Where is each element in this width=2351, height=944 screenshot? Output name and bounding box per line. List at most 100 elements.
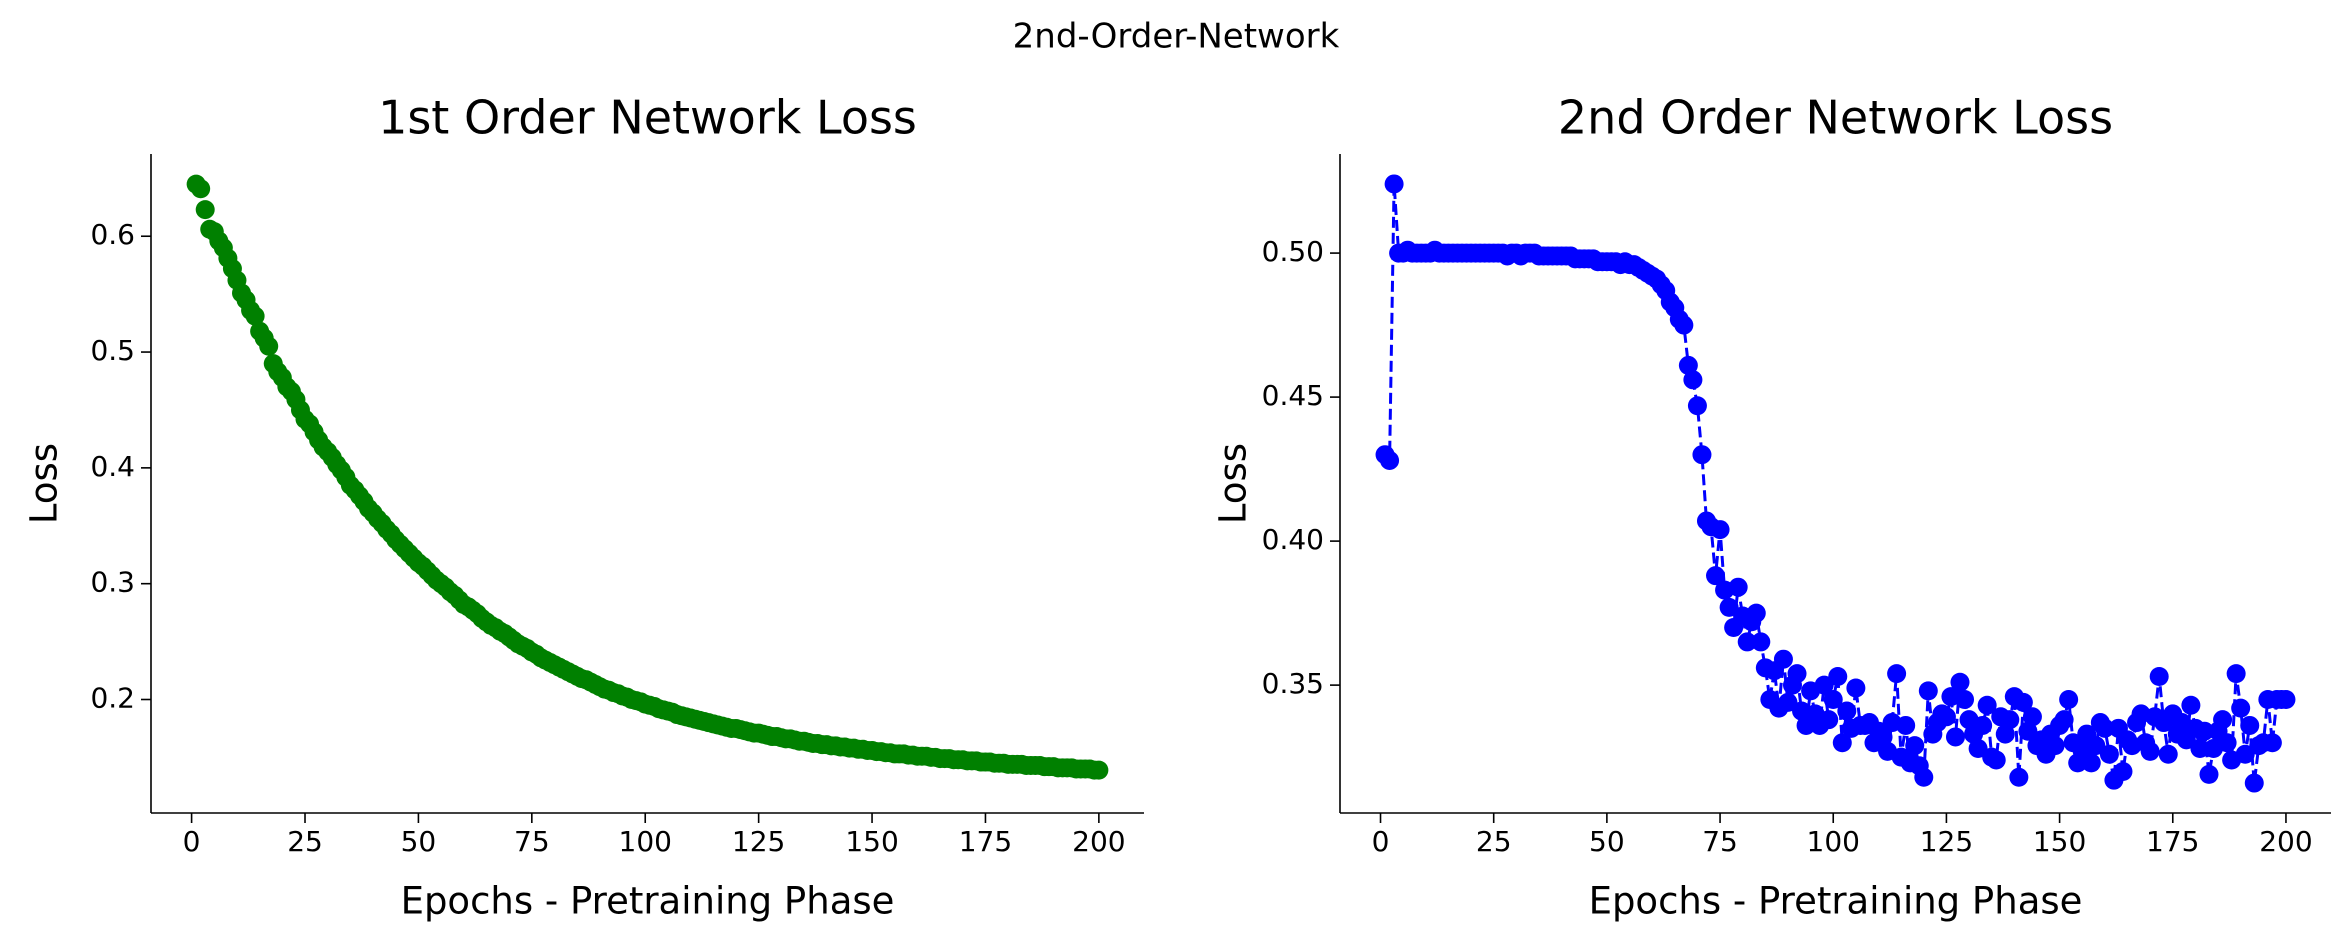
data-point	[2022, 707, 2042, 727]
data-point	[2217, 733, 2237, 753]
data-point	[2194, 721, 2214, 741]
data-point	[1995, 724, 2015, 744]
x-tick-label: 125	[1920, 825, 1973, 858]
x-tick-label: 175	[2146, 825, 2199, 858]
data-point	[2226, 664, 2246, 684]
data-point	[1986, 750, 2006, 770]
data-point	[1778, 692, 1798, 712]
x-tick-label: 0	[183, 825, 201, 858]
data-point	[191, 179, 211, 199]
data-point	[2235, 744, 2255, 764]
data-point	[2099, 744, 2119, 764]
data-point	[1089, 760, 1109, 780]
data-point	[1728, 577, 1748, 597]
x-tick-label: 200	[1072, 825, 1125, 858]
y-tick-label: 0.40	[1262, 523, 1324, 556]
data-point	[2213, 710, 2233, 730]
x-axis-label: Epochs - Pretraining Phase	[401, 880, 895, 923]
y-axis-label: Loss	[1212, 443, 1255, 524]
data-point	[2149, 666, 2169, 686]
data-point	[1787, 664, 1807, 684]
data-point	[2244, 773, 2264, 793]
subplot: 1st Order Network Loss Epochs - Pretraini…	[23, 91, 1144, 923]
data-point	[2009, 767, 2029, 787]
data-point	[1887, 664, 1907, 684]
y-tick-label: 0.5	[90, 334, 135, 367]
data-point	[1918, 681, 1938, 701]
x-tick-label: 50	[401, 825, 437, 858]
data-point	[2190, 738, 2210, 758]
data-point	[259, 336, 279, 356]
x-axis-label: Epochs - Pretraining Phase	[1589, 880, 2083, 923]
y-axis-label: Loss	[23, 443, 66, 524]
data-point	[2095, 718, 2115, 738]
data-point	[1687, 396, 1707, 416]
x-tick-label: 25	[1476, 825, 1512, 858]
data-point	[1751, 632, 1771, 652]
data-point	[1914, 767, 1934, 787]
data-point	[2240, 715, 2260, 735]
data-point	[1936, 707, 1956, 727]
data-point	[1706, 566, 1726, 586]
data-point	[2059, 690, 2079, 710]
data-point	[1968, 738, 1988, 758]
data-point	[1873, 727, 1893, 747]
data-point	[2013, 692, 2033, 712]
data-point	[1819, 710, 1839, 730]
data-point	[1384, 174, 1404, 194]
data-point	[2045, 736, 2065, 756]
data-point	[1683, 370, 1703, 390]
x-tick-label: 100	[619, 825, 672, 858]
data-point	[2000, 710, 2020, 730]
data-point	[1945, 727, 1965, 747]
data-point	[1905, 736, 1925, 756]
x-tick-label: 100	[1807, 825, 1860, 858]
data-point	[1837, 701, 1857, 721]
data-point	[1814, 675, 1834, 695]
y-tick-label: 0.35	[1262, 667, 1324, 700]
data-point	[2081, 753, 2101, 773]
data-point	[1674, 315, 1694, 335]
data-point	[1773, 649, 1793, 669]
x-tick-label: 0	[1372, 825, 1390, 858]
data-point	[1710, 520, 1730, 540]
data-point	[2262, 733, 2282, 753]
data-point	[2086, 736, 2106, 756]
data-point	[1950, 672, 1970, 692]
data-point	[2199, 764, 2219, 784]
subplot-title: 2nd Order Network Loss	[1558, 91, 2113, 145]
x-tick-label: 75	[1702, 825, 1738, 858]
x-tick-label: 175	[959, 825, 1012, 858]
x-tick-label: 75	[514, 825, 550, 858]
data-point	[1973, 715, 1993, 735]
y-tick-label: 0.2	[90, 681, 135, 714]
data-point	[1678, 355, 1698, 375]
data-point	[195, 200, 215, 220]
x-tick-label: 25	[287, 825, 323, 858]
data-point	[2158, 744, 2178, 764]
data-point	[1692, 445, 1712, 465]
x-tick-label: 150	[845, 825, 898, 858]
data-point	[1823, 690, 1843, 710]
subplot: 2nd Order Network Loss Epochs - Pretraini…	[1212, 91, 2331, 923]
data-point	[2140, 741, 2160, 761]
data-point	[2018, 721, 2038, 741]
data-point	[1828, 666, 1848, 686]
y-tick-label: 0.6	[90, 218, 135, 251]
data-point	[1746, 603, 1766, 623]
y-tick-label: 0.50	[1262, 235, 1324, 268]
data-point	[2231, 698, 2251, 718]
data-point	[1380, 450, 1400, 470]
data-point	[245, 306, 265, 326]
data-point	[1737, 632, 1757, 652]
data-point	[1832, 733, 1852, 753]
data-point	[1977, 695, 1997, 715]
data-point	[2113, 762, 2133, 782]
x-tick-label: 150	[2033, 825, 2086, 858]
x-tick-label: 125	[732, 825, 785, 858]
x-tick-label: 50	[1589, 825, 1625, 858]
data-point	[1955, 690, 1975, 710]
data-point	[2276, 690, 2296, 710]
